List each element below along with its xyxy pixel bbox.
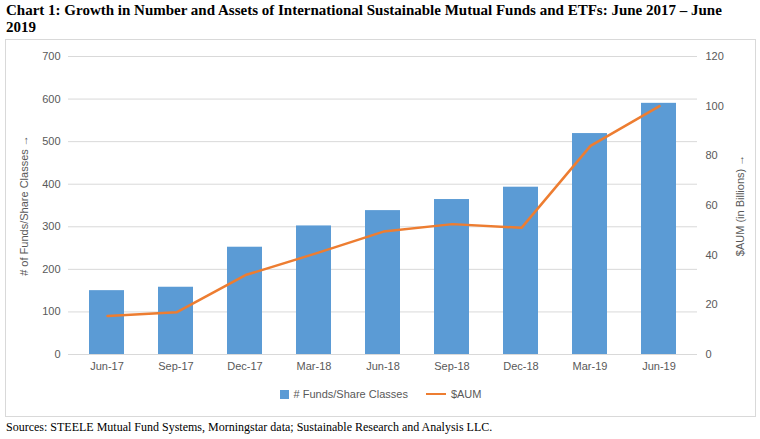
svg-text:$AUM (in Billions) →: $AUM (in Billions) → [734,155,746,256]
html-text:# Funds/Share Classes: # Funds/Share Classes [293,388,408,400]
html-text:Chart 1: Growth in Number and: Chart 1: Growth in Number and Assets of … [6,2,722,35]
svg-text:Sep-17: Sep-17 [158,360,193,372]
html-text:Sources: STEELE Mutual Fund Sy: Sources: STEELE Mutual Fund Systems, Mor… [6,420,493,434]
svg-text:600: 600 [42,93,60,105]
svg-text:80: 80 [706,149,718,161]
svg-text:Jun-17: Jun-17 [90,360,124,372]
svg-text:Jun-19: Jun-19 [642,360,676,372]
svg-text:Mar-18: Mar-18 [297,360,332,372]
html-text:$AUM: $AUM [450,388,482,400]
svg-text:Jun-18: Jun-18 [366,360,400,372]
svg-text:40: 40 [706,249,718,261]
svg-text:Dec-17: Dec-17 [227,360,262,372]
svg-text:120: 120 [706,50,724,62]
svg-text:20: 20 [706,298,718,310]
svg-text:300: 300 [42,220,60,232]
svg-text:Mar-19: Mar-19 [573,360,608,372]
svg-text:# of Funds/Share Classes →: # of Funds/Share Classes → [18,135,30,276]
svg-text:Sep-18: Sep-18 [434,360,469,372]
svg-text:400: 400 [42,178,60,190]
svg-text:100: 100 [706,100,724,112]
svg-text:200: 200 [42,263,60,275]
svg-text:700: 700 [42,50,60,62]
svg-text:60: 60 [706,199,718,211]
svg-text:100: 100 [42,305,60,317]
svg-text:0: 0 [706,348,712,360]
svg-text:0: 0 [54,348,60,360]
svg-text:Dec-18: Dec-18 [503,360,538,372]
svg-text:500: 500 [42,135,60,147]
